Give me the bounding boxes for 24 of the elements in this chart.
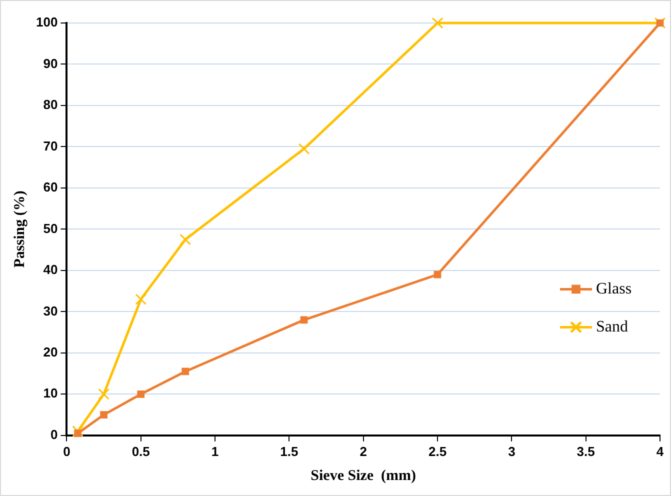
x-tick-label: 0 <box>63 444 70 459</box>
y-axis-title: Passing (%) <box>12 190 28 268</box>
y-tick-label: 90 <box>43 56 58 71</box>
x-tick-label: 0.5 <box>132 444 150 459</box>
y-tick-label: 0 <box>50 426 58 442</box>
y-tick-label: 70 <box>43 138 58 154</box>
y-tick-label: 40 <box>43 262 58 278</box>
legend-label: Sand <box>596 318 628 336</box>
x-axis-title: Sieve Size (mm) <box>310 468 416 484</box>
legend-label: Glass <box>596 280 632 298</box>
x-tick-label: 2.5 <box>428 444 447 459</box>
x-tick-label: 1 <box>211 444 219 459</box>
x-tick-label: 4 <box>656 444 664 459</box>
x-tick-label: 2 <box>360 444 367 459</box>
y-tick-label: 50 <box>43 220 58 236</box>
y-tick-label: 100 <box>36 14 58 30</box>
x-tick-label: 3.5 <box>576 444 595 459</box>
y-tick-label: 20 <box>43 344 58 360</box>
y-tick-label: 30 <box>43 303 58 318</box>
y-tick-label: 60 <box>43 180 58 195</box>
x-tick-label: 3 <box>508 444 516 459</box>
x-tick-label: 1.5 <box>280 444 298 459</box>
y-tick-label: 10 <box>43 386 58 401</box>
y-tick-label: 80 <box>43 97 58 112</box>
